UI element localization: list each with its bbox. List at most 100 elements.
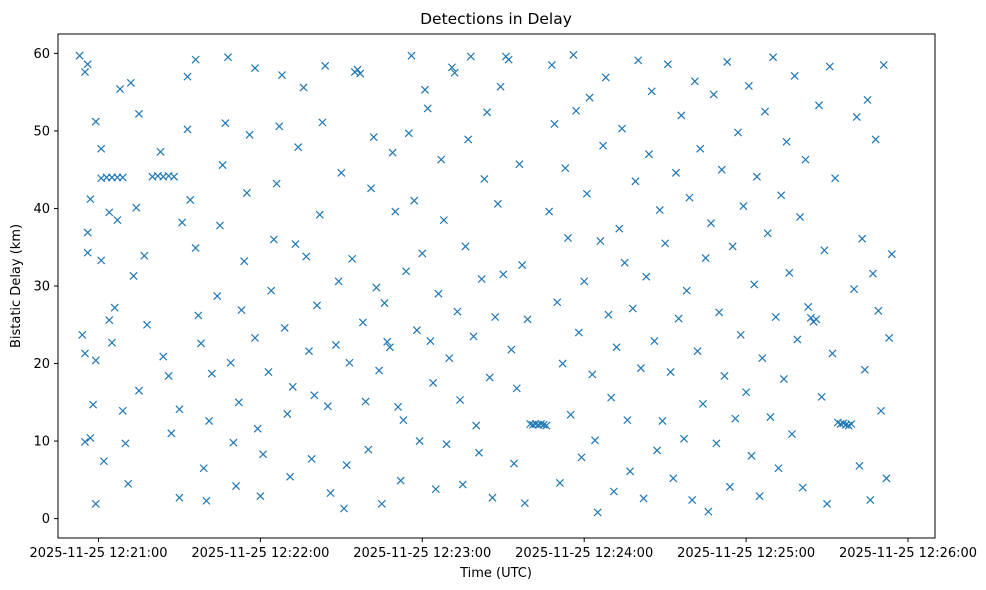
data-point — [480, 174, 489, 184]
data-point — [364, 445, 373, 454]
data-point — [91, 499, 100, 508]
data-point — [736, 330, 745, 339]
y-tick-label: 20 — [33, 357, 50, 372]
data-point — [388, 148, 397, 157]
data-point — [877, 406, 886, 415]
plot-frame — [57, 33, 936, 539]
data-point — [779, 375, 788, 384]
data-point — [569, 50, 578, 59]
data-point — [272, 179, 281, 188]
data-point — [593, 508, 602, 517]
data-point — [634, 56, 643, 65]
data-point — [353, 65, 362, 74]
data-point — [715, 308, 724, 317]
data-point — [348, 254, 357, 263]
data-point — [496, 82, 505, 91]
data-point — [885, 333, 894, 342]
data-point — [377, 499, 386, 508]
data-point — [407, 51, 416, 60]
data-point — [199, 464, 208, 473]
data-point — [685, 193, 694, 202]
data-point — [466, 52, 475, 61]
data-point — [626, 467, 635, 476]
data-point — [558, 359, 567, 368]
y-axis-label: Bistatic Delay (km) — [9, 224, 24, 348]
y-axis: 0 10 20 30 40 50 60 — [33, 47, 58, 527]
data-point — [798, 483, 807, 492]
data-point — [874, 306, 883, 315]
data-point — [866, 495, 875, 505]
data-point — [774, 464, 783, 473]
data-point — [464, 135, 473, 144]
data-point — [286, 472, 295, 481]
data-point — [218, 161, 227, 170]
data-point — [156, 147, 165, 156]
data-point — [267, 286, 276, 295]
data-point — [226, 358, 235, 367]
data-point — [825, 62, 834, 71]
data-point — [804, 302, 813, 311]
data-point — [644, 150, 653, 159]
data-point — [512, 384, 521, 393]
data-point — [369, 133, 378, 142]
data-point — [221, 119, 230, 128]
data-point — [191, 55, 200, 64]
data-point — [304, 347, 313, 356]
data-point — [410, 196, 419, 205]
data-point — [302, 252, 311, 261]
data-point — [167, 429, 176, 438]
data-point — [858, 234, 867, 243]
data-point — [385, 343, 394, 352]
data-point — [259, 450, 268, 459]
data-point — [747, 451, 756, 460]
data-point — [196, 339, 206, 348]
data-point — [299, 83, 308, 92]
data-point — [550, 119, 559, 128]
data-point — [391, 207, 400, 216]
data-point — [450, 68, 459, 77]
data-point — [523, 315, 532, 324]
data-point — [731, 414, 740, 423]
data-point — [213, 292, 222, 301]
data-point — [418, 249, 427, 258]
data-point — [399, 416, 408, 425]
data-point — [140, 251, 149, 260]
data-point — [609, 487, 618, 496]
data-point — [253, 424, 262, 433]
data-point — [823, 499, 832, 508]
data-point — [412, 326, 421, 335]
y-tick-label: 50 — [33, 124, 50, 139]
data-point — [337, 168, 346, 177]
data-point — [334, 277, 343, 286]
data-point — [250, 333, 260, 342]
data-point — [116, 85, 125, 94]
data-point — [275, 122, 284, 131]
data-point — [887, 250, 896, 259]
data-point — [520, 499, 529, 508]
data-point — [828, 349, 837, 358]
data-point — [393, 402, 403, 411]
x-tick-label: 2025-11-25 12:23:00 — [353, 546, 491, 561]
data-point — [288, 382, 297, 391]
data-point — [553, 298, 562, 307]
data-point — [461, 242, 470, 251]
data-point — [806, 313, 815, 322]
data-point — [831, 174, 840, 183]
data-point — [458, 480, 467, 489]
data-point — [283, 409, 292, 418]
data-point — [572, 106, 581, 115]
data-point — [113, 216, 122, 225]
data-point — [121, 439, 130, 448]
data-point — [739, 202, 748, 211]
data-point — [539, 420, 548, 429]
data-point — [566, 410, 575, 419]
data-point — [801, 155, 810, 164]
data-point — [372, 283, 381, 292]
data-point — [793, 335, 802, 344]
data-point — [863, 95, 872, 104]
data-point — [240, 257, 249, 266]
data-point — [580, 277, 589, 286]
data-point — [86, 195, 95, 204]
data-point — [733, 128, 743, 137]
data-point — [313, 301, 322, 310]
